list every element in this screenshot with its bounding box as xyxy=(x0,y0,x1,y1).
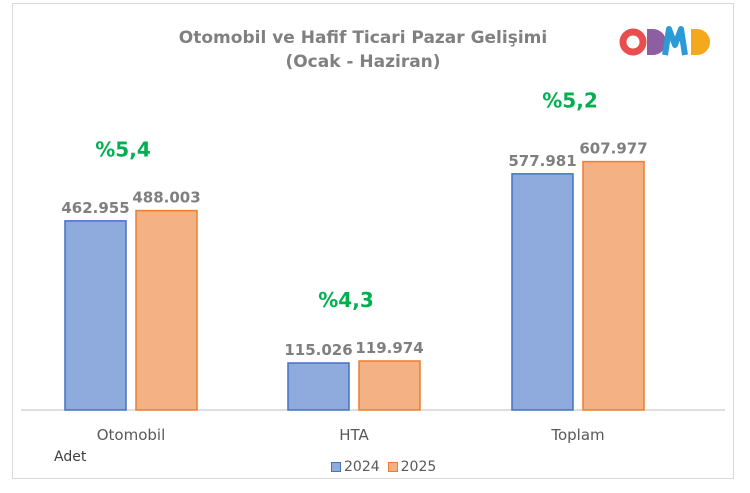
data-label-toplam-2025: 607.977 xyxy=(579,140,647,158)
data-label-hta-2025: 119.974 xyxy=(355,339,423,357)
legend-label-2025: 2025 xyxy=(400,459,437,475)
bar-otomobil-2024 xyxy=(64,220,127,411)
chart-title: Otomobil ve Hafif Ticari Pazar Gelişimi xyxy=(178,28,548,48)
bar-hta-2025 xyxy=(358,360,421,411)
growth-label-toplam: %5,2 xyxy=(542,89,597,113)
odmd-logo xyxy=(619,26,710,56)
data-label-otomobil-2024: 462.955 xyxy=(61,199,129,217)
data-label-otomobil-2025: 488.003 xyxy=(132,189,200,207)
chart-subtitle: (Ocak - Haziran) xyxy=(285,52,441,72)
bar-toplam-2025 xyxy=(582,160,645,411)
x-tick-label-hta: HTA xyxy=(339,426,369,444)
unit-label: Adet xyxy=(54,449,87,465)
legend-item-2025: 2025 xyxy=(387,459,437,475)
bar-hta-2024 xyxy=(287,362,350,411)
bar-otomobil-2025 xyxy=(135,209,198,411)
legend-label-2024: 2024 xyxy=(344,459,380,475)
chart-frame: Otomobil ve Hafif Ticari Pazar Gelişimi … xyxy=(12,3,734,479)
growth-label-otomobil: %5,4 xyxy=(95,138,150,162)
x-tick-label-otomobil: Otomobil xyxy=(97,426,166,444)
legend-swatch-2025 xyxy=(387,462,398,472)
data-label-toplam-2024: 577.981 xyxy=(508,152,576,170)
legend-item-2024: 2024 xyxy=(331,459,380,475)
x-tick-label-toplam: Toplam xyxy=(550,426,604,444)
legend-swatch-2024 xyxy=(331,462,341,472)
legend: 2024 2025 xyxy=(331,459,436,475)
data-label-hta-2024: 115.026 xyxy=(284,341,352,359)
bar-toplam-2024 xyxy=(511,173,574,411)
growth-label-hta: %4,3 xyxy=(318,288,373,312)
